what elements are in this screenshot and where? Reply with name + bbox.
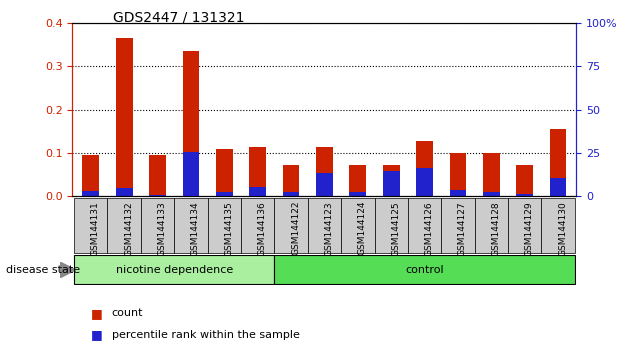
Bar [308,198,341,253]
Bar [83,155,99,196]
Bar [149,155,166,196]
Bar [183,51,199,196]
Bar [175,198,208,253]
Text: GSM144127: GSM144127 [458,201,467,256]
Bar [116,188,132,196]
Text: GSM144136: GSM144136 [258,201,266,256]
Bar [541,198,575,253]
Bar [283,192,299,196]
Text: GSM144133: GSM144133 [158,201,166,256]
Bar [450,153,466,196]
Text: GSM144130: GSM144130 [558,201,567,256]
Bar [74,256,275,284]
Bar [483,192,500,196]
Bar [474,198,508,253]
Bar [249,187,266,196]
Text: GSM144128: GSM144128 [491,201,500,256]
Bar [350,192,366,196]
Bar [517,194,533,196]
Bar [341,198,374,253]
Text: GDS2447 / 131321: GDS2447 / 131321 [113,11,245,25]
Bar [183,152,199,196]
Text: ■: ■ [91,307,103,320]
Bar [275,256,575,284]
Bar [383,171,399,196]
Bar [374,198,408,253]
Bar [216,192,232,196]
Text: percentile rank within the sample: percentile rank within the sample [112,330,299,339]
Text: GSM144125: GSM144125 [391,201,400,256]
Text: count: count [112,308,143,318]
Text: GSM144132: GSM144132 [124,201,133,256]
Text: ■: ■ [91,328,103,341]
Text: GSM144122: GSM144122 [291,201,300,256]
Bar [283,165,299,196]
Bar [483,153,500,196]
Bar [441,198,474,253]
Bar [116,38,132,196]
Bar [408,198,441,253]
Text: GSM144126: GSM144126 [425,201,433,256]
Text: disease state: disease state [6,265,81,275]
Bar [383,165,399,196]
Text: control: control [405,265,444,275]
Bar [149,195,166,196]
Bar [517,165,533,196]
Text: GSM144134: GSM144134 [191,201,200,256]
Text: GSM144135: GSM144135 [224,201,233,256]
Text: GSM144131: GSM144131 [91,201,100,256]
Bar [450,190,466,196]
Bar [141,198,175,253]
Bar [83,191,99,196]
Bar [275,198,308,253]
Bar [208,198,241,253]
Bar [249,147,266,196]
Bar [550,178,566,196]
Text: GSM144129: GSM144129 [525,201,534,256]
Bar [316,147,333,196]
Text: GSM144124: GSM144124 [358,201,367,256]
Bar [74,198,108,253]
Polygon shape [60,262,76,278]
Bar [108,198,141,253]
Text: GSM144123: GSM144123 [324,201,333,256]
Text: nicotine dependence: nicotine dependence [116,265,233,275]
Bar [350,165,366,196]
Bar [416,141,433,196]
Bar [550,129,566,196]
Bar [508,198,541,253]
Bar [316,173,333,196]
Bar [216,149,232,196]
Bar [241,198,275,253]
Bar [416,168,433,196]
